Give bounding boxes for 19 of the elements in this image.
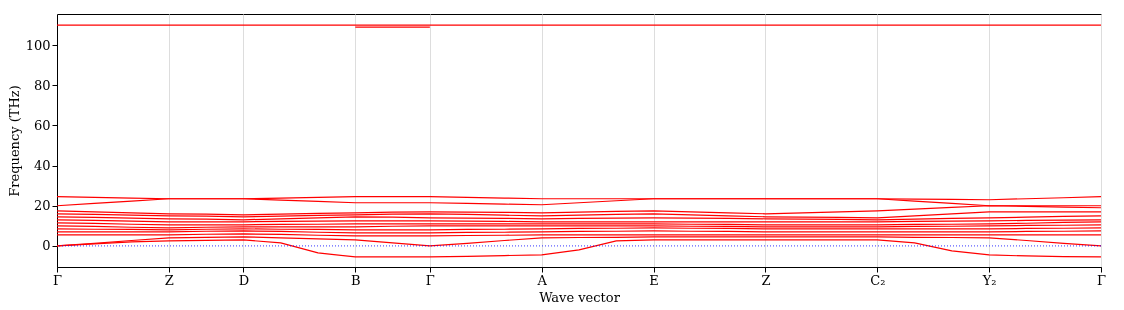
y-tick-label: 100: [25, 37, 51, 53]
x-tick-label: C₂: [870, 272, 886, 288]
x-tick-label: D: [238, 272, 250, 288]
y-tick-label: 80: [33, 77, 51, 93]
y-tick-label: 60: [33, 117, 51, 133]
x-tick-label: Y₂: [981, 272, 997, 288]
x-tick-label: Z: [761, 272, 771, 288]
x-axis-title: Wave vector: [539, 289, 621, 305]
y-tick-label: 20: [33, 198, 51, 214]
x-tick-label: Γ: [1096, 272, 1107, 288]
y-tick-label: 0: [42, 238, 51, 254]
y-axis-title: Frequency (THz): [6, 85, 22, 197]
y-tick-label: 40: [33, 158, 51, 174]
x-tick-label: Γ: [425, 272, 435, 288]
x-tick-label: Γ: [52, 272, 63, 288]
x-tick-label: B: [351, 272, 361, 288]
x-tick-label: E: [649, 272, 659, 288]
x-tick-label: A: [536, 272, 548, 288]
x-tick-label: Z: [164, 272, 174, 288]
